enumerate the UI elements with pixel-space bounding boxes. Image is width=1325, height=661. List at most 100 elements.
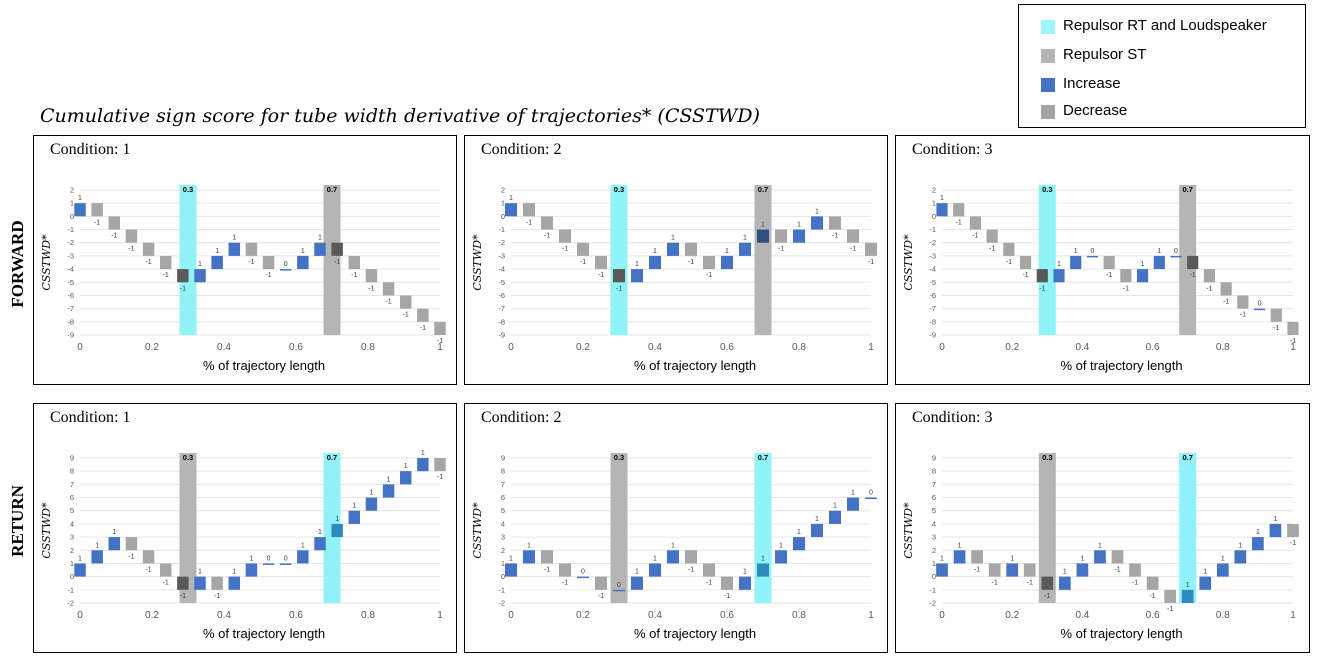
x-tick-label: 0 — [77, 610, 83, 621]
data-label: -1 — [989, 246, 995, 253]
decrease-bar — [1129, 563, 1141, 577]
data-label: -1 — [688, 259, 694, 266]
y-tick-label: -4 — [67, 265, 74, 274]
y-tick-label: -1 — [67, 225, 74, 234]
decrease-bar — [434, 321, 446, 335]
y-tick-label: 1 — [501, 559, 505, 568]
data-label: -1 — [778, 246, 784, 253]
data-label: -1 — [706, 272, 712, 279]
data-label: -1 — [1167, 606, 1173, 613]
x-tick-label: 1 — [868, 342, 874, 353]
y-tick-label: 4 — [70, 519, 74, 528]
x-tick-label: 0.4 — [1075, 342, 1089, 353]
data-label: 1 — [421, 450, 425, 457]
increase-bar — [739, 576, 751, 590]
chart-panel-forward-3: Condition: 3 2 1 0 -1 -2 -3 -4 -5 -6 -7 -8 -9 0.3 0.7… — [895, 135, 1310, 385]
x-tick-label: 0.8 — [792, 342, 806, 353]
data-label: 1 — [404, 463, 408, 470]
x-tick-label: 0.8 — [361, 610, 375, 621]
data-label: -1 — [420, 325, 426, 332]
repulsor-rt-band — [754, 453, 772, 603]
y-tick-label: 0 — [932, 212, 936, 221]
y-tick-label: -1 — [498, 225, 505, 234]
waterfall-chart: 210-1-2-3-4-5-6-7-8-90.3 0.71-1-1-1-1-1-1… — [902, 185, 1299, 373]
data-label: 0 — [617, 582, 621, 589]
row-label-forward: FORWARD — [8, 220, 27, 308]
increase-bar — [847, 497, 859, 511]
legend-label: Increase — [1063, 75, 1121, 92]
increase-bar — [1053, 269, 1065, 283]
data-label: -1 — [1149, 593, 1155, 600]
legend-swatch — [1041, 78, 1055, 92]
data-label: 0 — [1090, 248, 1094, 255]
x-tick-label: 0.2 — [1005, 342, 1019, 353]
data-label: -1 — [1290, 338, 1296, 345]
data-label: 1 — [779, 542, 783, 549]
y-tick-label: 2 — [932, 546, 936, 555]
increase-bar — [108, 537, 121, 551]
data-label: 1 — [743, 235, 747, 242]
y-tick-label: -2 — [67, 238, 74, 247]
decrease-bar — [971, 550, 983, 564]
y-tick-label: -2 — [929, 599, 936, 608]
increase-bar — [1076, 563, 1089, 577]
data-label: 1 — [95, 542, 99, 549]
y-axis-label: CSSTWD* — [471, 234, 484, 291]
y-tick-label: -6 — [67, 291, 74, 300]
y-tick-label: 4 — [932, 519, 936, 528]
data-label: 1 — [1186, 582, 1190, 589]
data-label: -1 — [368, 285, 374, 292]
x-tick-label: 0.6 — [289, 342, 303, 353]
data-label: 1 — [940, 555, 944, 562]
x-tick-label: 0 — [939, 342, 945, 353]
data-label: -1 — [544, 566, 550, 573]
decrease-bar — [1111, 550, 1124, 564]
increase-bar — [365, 497, 378, 511]
increase-bar — [953, 550, 966, 564]
data-label: -1 — [1190, 272, 1196, 279]
decrease-bar — [541, 550, 553, 564]
data-label: -1 — [850, 246, 856, 253]
y-tick-label: 0 — [501, 212, 505, 221]
y-tick-label: 8 — [501, 467, 505, 476]
data-label: -1 — [145, 259, 151, 266]
row-label-return: RETURN — [8, 485, 27, 557]
data-label: 1 — [958, 542, 962, 549]
increase-bar — [775, 550, 787, 564]
data-label: -1 — [163, 580, 169, 587]
data-label: 1 — [509, 195, 513, 202]
y-tick-label: 9 — [70, 454, 74, 463]
y-tick-label: 7 — [501, 480, 505, 489]
data-label: 1 — [635, 261, 639, 268]
data-label: -1 — [351, 272, 357, 279]
repulsor-st-band — [610, 453, 628, 603]
y-axis-label: CSSTWD* — [40, 502, 53, 559]
y-tick-label: -1 — [498, 585, 505, 594]
legend-label: Decrease — [1063, 102, 1128, 119]
band-label: 0.3 — [614, 185, 624, 194]
increase-bar — [1153, 255, 1165, 270]
x-axis-label: % of trajectory length — [1060, 626, 1182, 641]
data-label: -1 — [706, 580, 712, 587]
y-axis-label: CSSTWD* — [40, 234, 53, 291]
increase-bar — [649, 255, 661, 270]
data-label: -1 — [1223, 298, 1229, 305]
band-label: 0.3 — [183, 185, 193, 194]
y-tick-label: 1 — [70, 559, 74, 568]
data-label: -1 — [598, 593, 604, 600]
increase-bar — [1181, 589, 1194, 603]
data-label: -1 — [616, 285, 622, 292]
data-label: -1 — [562, 580, 568, 587]
decrease-bar — [262, 255, 275, 270]
increase-bar — [348, 510, 361, 524]
y-tick-label: 2 — [70, 546, 74, 555]
band-label: 0.3 — [1042, 185, 1052, 194]
decrease-bar — [1203, 269, 1216, 283]
zero-bar — [279, 269, 292, 271]
y-tick-label: -2 — [498, 238, 505, 247]
data-label: 1 — [215, 248, 219, 255]
data-label: -1 — [385, 298, 391, 305]
y-tick-label: -8 — [498, 317, 505, 326]
panel-title: Condition: 3 — [912, 409, 993, 426]
increase-bar — [331, 523, 343, 538]
